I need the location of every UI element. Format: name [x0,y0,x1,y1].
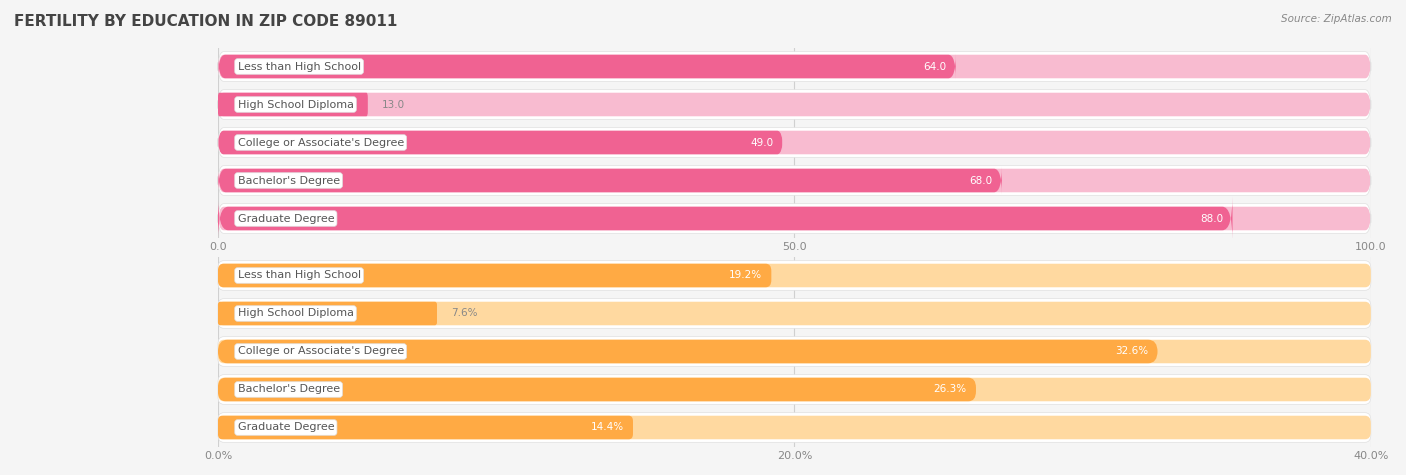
FancyBboxPatch shape [218,54,956,79]
Text: High School Diploma: High School Diploma [238,99,353,110]
Text: College or Associate's Degree: College or Associate's Degree [238,137,404,148]
Text: Graduate Degree: Graduate Degree [238,213,335,224]
FancyBboxPatch shape [218,169,1371,192]
Text: 32.6%: 32.6% [1115,346,1149,357]
Text: 19.2%: 19.2% [728,270,762,281]
Text: FERTILITY BY EDUCATION IN ZIP CODE 89011: FERTILITY BY EDUCATION IN ZIP CODE 89011 [14,14,398,29]
Text: 64.0: 64.0 [924,61,946,72]
Text: Source: ZipAtlas.com: Source: ZipAtlas.com [1281,14,1392,24]
Text: Bachelor's Degree: Bachelor's Degree [238,175,340,186]
FancyBboxPatch shape [218,166,1002,195]
FancyBboxPatch shape [218,93,368,116]
FancyBboxPatch shape [218,340,1157,363]
Text: 26.3%: 26.3% [934,384,967,395]
FancyBboxPatch shape [218,264,772,287]
FancyBboxPatch shape [218,302,1371,325]
FancyBboxPatch shape [218,131,1371,154]
FancyBboxPatch shape [218,337,1371,366]
Text: College or Associate's Degree: College or Associate's Degree [238,346,404,357]
Text: 49.0: 49.0 [751,137,773,148]
FancyBboxPatch shape [218,197,1233,240]
FancyBboxPatch shape [218,375,1371,404]
FancyBboxPatch shape [218,264,1371,287]
FancyBboxPatch shape [218,261,1371,290]
Text: High School Diploma: High School Diploma [238,308,353,319]
FancyBboxPatch shape [218,413,1371,442]
FancyBboxPatch shape [218,55,1371,78]
Text: 88.0: 88.0 [1201,213,1223,224]
Text: Bachelor's Degree: Bachelor's Degree [238,384,340,395]
Text: 68.0: 68.0 [970,175,993,186]
FancyBboxPatch shape [218,378,1371,401]
FancyBboxPatch shape [218,128,1371,157]
FancyBboxPatch shape [218,90,1371,119]
FancyBboxPatch shape [218,166,1371,195]
Text: 14.4%: 14.4% [591,422,624,433]
FancyBboxPatch shape [218,52,1371,81]
Text: 7.6%: 7.6% [451,308,477,319]
Text: 13.0: 13.0 [381,99,405,110]
FancyBboxPatch shape [218,204,1371,233]
FancyBboxPatch shape [218,378,976,401]
FancyBboxPatch shape [218,340,1371,363]
FancyBboxPatch shape [218,207,1371,230]
FancyBboxPatch shape [218,302,437,325]
FancyBboxPatch shape [218,416,1371,439]
FancyBboxPatch shape [218,416,633,439]
Text: Less than High School: Less than High School [238,61,361,72]
FancyBboxPatch shape [218,93,1371,116]
FancyBboxPatch shape [218,131,783,154]
Text: Graduate Degree: Graduate Degree [238,422,335,433]
Text: Less than High School: Less than High School [238,270,361,281]
FancyBboxPatch shape [218,299,1371,328]
